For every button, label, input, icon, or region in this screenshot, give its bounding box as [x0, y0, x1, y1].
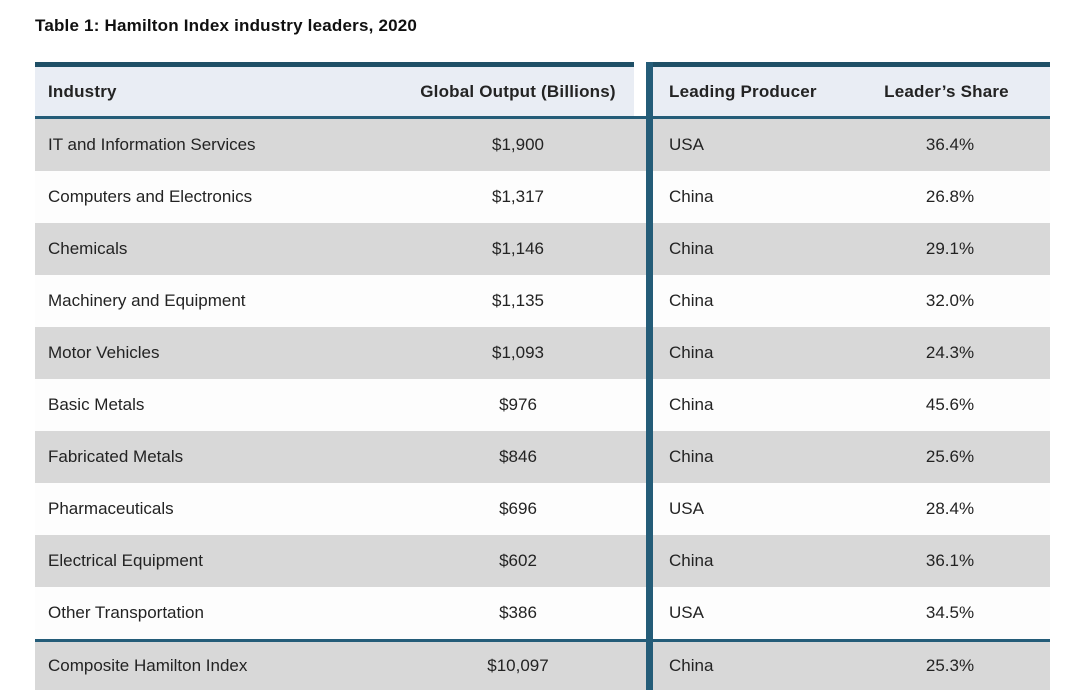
cell-share: 36.1%	[925, 551, 975, 570]
cell-industry: Fabricated Metals	[48, 447, 184, 466]
footer-cell-industry: Composite Hamilton Index	[48, 656, 248, 675]
cell-share: 45.6%	[925, 395, 975, 414]
cell-producer: USA	[669, 603, 704, 622]
cell-output: $1,146	[492, 239, 544, 258]
footer-separator-line	[35, 639, 1050, 642]
cell-producer: China	[669, 291, 714, 310]
cell-industry: Chemicals	[48, 239, 128, 258]
cell-output: $976	[499, 395, 537, 414]
cell-output: $1,317	[492, 187, 544, 206]
header-left-section: Industry Global Output (Billions)	[35, 62, 634, 116]
table-row: Pharmaceuticals $696 USA 28.4%	[35, 483, 1050, 535]
cell-share: 28.4%	[925, 499, 975, 518]
cell-output: $696	[499, 499, 537, 518]
table-body: IT and Information Services $1,900 USA 36.4…	[35, 119, 1050, 639]
table-row: Computers and Electronics $1,317 China 26.8…	[35, 171, 1050, 223]
cell-output: $1,093	[492, 343, 544, 362]
table-row: IT and Information Services $1,900 USA 36.4…	[35, 119, 1050, 171]
cell-share: 32.0%	[925, 291, 975, 310]
table-header-row: Industry Global Output (Billions) Leadin…	[35, 62, 1050, 116]
column-header-leading-producer: Leading Producer	[669, 81, 817, 101]
table-row: Other Transportation $386 USA 34.5%	[35, 587, 1050, 639]
cell-industry: Machinery and Equipment	[48, 291, 246, 310]
cell-producer: USA	[669, 499, 704, 518]
cell-output: $1,900	[492, 135, 544, 154]
column-header-industry: Industry	[48, 81, 117, 101]
cell-industry: IT and Information Services	[48, 135, 256, 154]
cell-output: $1,135	[492, 291, 544, 310]
cell-share: 24.3%	[925, 343, 975, 362]
cell-industry: Basic Metals	[48, 395, 145, 414]
cell-share: 29.1%	[925, 239, 975, 258]
cell-producer: China	[669, 551, 714, 570]
cell-industry: Computers and Electronics	[48, 187, 253, 206]
table-row: Chemicals $1,146 China 29.1%	[35, 223, 1050, 275]
column-divider-line	[646, 62, 653, 690]
header-right-section: Leading Producer Leader’s Share	[646, 62, 1050, 116]
cell-share: 26.8%	[925, 187, 975, 206]
cell-industry: Motor Vehicles	[48, 343, 160, 362]
footer-cell-output: $10,097	[487, 656, 549, 675]
table-title: Table 1: Hamilton Index industry leaders…	[35, 16, 418, 35]
header-underline	[35, 116, 1050, 119]
cell-producer: China	[669, 395, 714, 414]
table-row: Basic Metals $976 China 45.6%	[35, 379, 1050, 431]
cell-producer: China	[669, 447, 714, 466]
cell-share: 34.5%	[925, 603, 975, 622]
cell-output: $386	[499, 603, 537, 622]
table-row: Motor Vehicles $1,093 China 24.3%	[35, 327, 1050, 379]
footer-cell-share: 25.3%	[925, 656, 975, 675]
cell-industry: Other Transportation	[48, 603, 204, 622]
cell-share: 36.4%	[925, 135, 975, 154]
cell-producer: USA	[669, 135, 704, 154]
hamilton-index-table: Industry Global Output (Billions) Leadin…	[35, 62, 1050, 690]
table-row: Electrical Equipment $602 China 36.1%	[35, 535, 1050, 587]
cell-producer: China	[669, 343, 714, 362]
cell-industry: Electrical Equipment	[48, 551, 203, 570]
cell-producer: China	[669, 187, 714, 206]
table-footer-row: Composite Hamilton Index $10,097 China 2…	[35, 642, 1050, 690]
cell-output: $602	[499, 551, 537, 570]
cell-share: 25.6%	[925, 447, 975, 466]
column-header-global-output: Global Output (Billions)	[420, 81, 616, 101]
table-row: Fabricated Metals $846 China 25.6%	[35, 431, 1050, 483]
cell-producer: China	[669, 239, 714, 258]
cell-output: $846	[499, 447, 537, 466]
table-row: Machinery and Equipment $1,135 China 32.0%	[35, 275, 1050, 327]
footer-cell-producer: China	[669, 656, 714, 675]
column-header-leaders-share: Leader’s Share	[884, 81, 1009, 101]
cell-industry: Pharmaceuticals	[48, 499, 174, 518]
header-section-gap	[634, 62, 646, 116]
